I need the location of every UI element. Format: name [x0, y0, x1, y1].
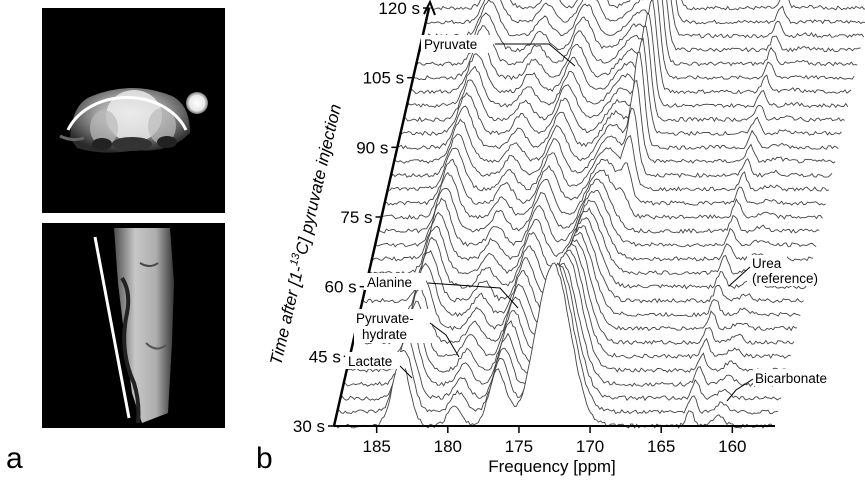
spectrum-line — [359, 231, 801, 318]
annotation-urea-reference: (reference) — [752, 271, 818, 286]
annotation-urea-pointer — [728, 266, 751, 287]
spectrum-line — [378, 178, 820, 234]
panel-label-a: a — [6, 442, 23, 475]
x-tick-label: 185 — [362, 437, 390, 456]
spectrum-fill — [410, 0, 851, 94]
spectrum-line — [425, 0, 865, 25]
spectrum-line — [336, 262, 779, 415]
spectrum-line — [387, 135, 829, 192]
spectrum-line — [393, 79, 836, 164]
spectrum-line — [381, 169, 823, 220]
annotation-bicarbonate: Bicarbonate — [755, 371, 827, 386]
time-axis-arrow-icon — [423, 0, 436, 16]
annotation-lactate: Lactate — [348, 354, 392, 369]
spectrum-line — [419, 0, 861, 53]
spectrum-line — [362, 225, 804, 304]
annotation-lactate-pointer — [399, 365, 413, 379]
spectrum-line — [374, 189, 817, 248]
spectrum-line — [368, 207, 810, 276]
x-tick-label: 180 — [434, 437, 462, 456]
annotation-pyruvate-hydrate-2: hydrate — [362, 327, 407, 342]
spectrum-fill — [391, 108, 832, 178]
spectrum-line — [371, 199, 814, 262]
annotation-pyruvate-hydrate-pointer — [429, 322, 460, 358]
annotation-bg — [354, 309, 432, 343]
spectrum-line — [384, 158, 826, 206]
time-tick-label: 75 s — [340, 208, 372, 227]
time-tick-label: 30 s — [293, 417, 325, 436]
annotation-bg — [747, 255, 787, 271]
annotation-urea: Urea — [752, 256, 782, 271]
spectrum-line — [422, 0, 865, 39]
spectrum-fill — [406, 13, 848, 108]
spectrum-line — [400, 37, 842, 137]
spectrum-fill — [413, 0, 855, 80]
x-axis-title: Frequency [ppm] — [488, 457, 616, 476]
time-tick-label: 45 s — [309, 347, 341, 366]
annotation-bg — [747, 270, 839, 286]
spectra-lines-group — [333, 0, 865, 429]
spectrum-line — [352, 243, 795, 346]
x-tick-label: 160 — [718, 437, 746, 456]
spectrum-line — [333, 262, 776, 429]
annotations-group: Pyruvate Alanine Pyruvate- hydrate Lacta… — [345, 35, 846, 402]
annotation-pyruvate-pointer — [495, 43, 576, 67]
spectrum-line — [406, 12, 849, 109]
x-tick-label: 175 — [505, 437, 533, 456]
spectrum-line — [355, 239, 798, 332]
time-tick-label: 60 s — [325, 278, 357, 297]
annotation-bg — [421, 35, 493, 53]
mri-image-axial — [42, 8, 225, 213]
time-axis-title-after: C] pyruvate injection — [292, 102, 345, 256]
annotation-bg — [345, 352, 405, 369]
panel-label-b: b — [256, 442, 273, 475]
time-axis-title-superscript: 13 — [288, 251, 303, 266]
time-ticks-group: 30 s 45 s 60 s 75 s 90 s 105 s 120 s — [293, 0, 429, 436]
annotation-bg — [753, 369, 846, 386]
spectrum-line — [365, 217, 808, 290]
mri-image-sagittal — [42, 223, 225, 428]
annotation-alanine: Alanine — [367, 275, 412, 290]
annotation-pyruvate-hydrate-1: Pyruvate- — [356, 311, 414, 326]
spectrum-fill — [416, 0, 858, 66]
time-tick-label: 90 s — [356, 138, 388, 157]
mri-axial-drawing — [42, 8, 225, 213]
annotation-bg — [364, 273, 426, 290]
spectrum-line — [428, 0, 865, 11]
spectrum-line — [397, 51, 839, 150]
spectrum-line — [390, 107, 833, 178]
x-ticks-group: 185 180 175 170 165 160 — [362, 426, 747, 456]
time-tick-label: 105 s — [363, 69, 405, 88]
spectrum-line — [403, 25, 845, 123]
annotation-bicarbonate-pointer — [726, 378, 754, 402]
time-axis-title: Time after [1-13C] pyruvate injection — [265, 102, 345, 367]
mri-sagittal-drawing — [42, 223, 225, 428]
spectrum-line — [409, 0, 852, 95]
time-axis-title-before: Time after [1- — [266, 264, 307, 367]
time-tick-label: 120 s — [378, 0, 420, 18]
spectrum-fill — [334, 263, 775, 429]
spectrum-line — [339, 263, 782, 402]
annotation-alanine-pointer — [427, 282, 519, 309]
spectrum-fill — [422, 0, 864, 38]
annotation-pyruvate: Pyruvate — [424, 37, 477, 52]
x-tick-label: 165 — [647, 437, 675, 456]
x-tick-label: 170 — [576, 437, 604, 456]
spectrum-fill — [419, 0, 861, 52]
